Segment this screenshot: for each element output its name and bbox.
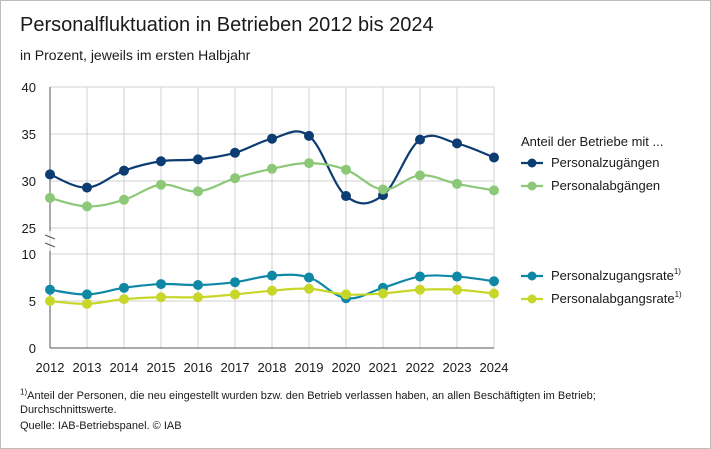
footnote-marker: 1) <box>20 387 28 397</box>
x-tick-label: 2022 <box>406 360 435 375</box>
y-tick-label: 25 <box>22 221 36 236</box>
data-point <box>489 185 499 196</box>
legend-note-marker: 1) <box>675 290 682 299</box>
data-point <box>45 296 55 306</box>
data-point <box>415 271 425 282</box>
y-tick-label: 40 <box>22 80 36 95</box>
legend-marker <box>527 181 537 191</box>
legend-entry: Personalabgängen <box>551 178 660 193</box>
x-tick-label: 2013 <box>73 360 102 375</box>
x-tick-label: 2012 <box>36 360 65 375</box>
series-layer <box>45 130 499 309</box>
axis-layer: 25 30 35 40 0 5 10 2012 2013 2014 2015 2016 2017 2018… <box>22 80 509 375</box>
legend-layer: Anteil der Betriebe mit ... Personalzugän… <box>521 134 682 306</box>
legend-entry: Personalabgangsrate1) <box>551 290 682 306</box>
data-point <box>415 284 425 295</box>
data-point <box>304 158 314 169</box>
data-point <box>82 182 92 193</box>
data-point <box>230 147 240 158</box>
data-point <box>489 288 499 299</box>
data-point <box>341 289 351 300</box>
data-point <box>452 284 462 295</box>
footnote: 1)Anteil der Personen, die neu eingestel… <box>20 387 680 417</box>
data-point <box>230 173 240 184</box>
data-point <box>267 285 277 296</box>
x-tick-label: 2024 <box>480 360 509 375</box>
grid-layer <box>49 86 495 349</box>
data-point <box>193 154 203 165</box>
data-point <box>193 186 203 197</box>
data-point <box>304 272 314 283</box>
data-point <box>45 169 55 180</box>
data-point <box>45 284 55 295</box>
legend-marker <box>527 271 537 281</box>
legend-marker <box>527 158 537 168</box>
data-point <box>415 170 425 181</box>
data-point <box>304 283 314 294</box>
data-point <box>489 276 499 287</box>
y-tick-label: 10 <box>22 247 36 262</box>
data-point <box>452 138 462 149</box>
data-point <box>341 164 351 175</box>
data-point <box>193 280 203 291</box>
data-point <box>489 152 499 163</box>
x-tick-label: 2017 <box>221 360 250 375</box>
axis-break-icon <box>44 234 56 248</box>
data-point <box>267 270 277 281</box>
footnote-text: Anteil der Personen, die neu eingestellt… <box>20 390 596 416</box>
chart-title: Personalfluktuation in Betrieben 2012 bi… <box>20 14 434 36</box>
legend-heading: Anteil der Betriebe mit ... <box>521 134 663 149</box>
data-point <box>452 271 462 282</box>
data-point <box>119 294 129 305</box>
data-point <box>119 194 129 205</box>
data-point <box>415 134 425 145</box>
x-tick-label: 2019 <box>295 360 324 375</box>
data-point <box>119 165 129 176</box>
data-point <box>304 130 314 141</box>
data-point <box>452 178 462 189</box>
y-tick-label: 35 <box>22 127 36 142</box>
data-point <box>230 289 240 300</box>
legend-entry: Personalzugängen <box>551 155 659 170</box>
data-point <box>156 179 166 190</box>
data-point <box>267 163 277 174</box>
x-tick-label: 2018 <box>258 360 287 375</box>
y-tick-label: 0 <box>29 341 36 356</box>
legend-note-marker: 1) <box>674 267 681 276</box>
data-point <box>156 292 166 303</box>
x-tick-label: 2014 <box>110 360 139 375</box>
data-point <box>82 298 92 309</box>
data-point <box>378 184 388 195</box>
data-point <box>45 192 55 203</box>
source-note: Quelle: IAB-Betriebspanel. © IAB <box>20 420 182 432</box>
data-point <box>193 292 203 303</box>
x-tick-label: 2020 <box>332 360 361 375</box>
legend-entry: Personalzugangsrate1) <box>551 267 681 283</box>
data-point <box>82 289 92 300</box>
y-tick-label: 5 <box>29 294 36 309</box>
chart-subtitle: in Prozent, jeweils im ersten Halbjahr <box>20 47 251 63</box>
data-point <box>378 288 388 299</box>
data-point <box>230 277 240 288</box>
x-tick-label: 2016 <box>184 360 213 375</box>
x-tick-label: 2021 <box>369 360 398 375</box>
data-point <box>156 279 166 290</box>
x-tick-label: 2023 <box>443 360 472 375</box>
data-point <box>119 282 129 293</box>
data-point <box>341 191 351 202</box>
data-point <box>156 156 166 167</box>
legend-marker <box>527 294 537 304</box>
data-point <box>82 201 92 212</box>
y-tick-label: 30 <box>22 174 36 189</box>
x-tick-label: 2015 <box>147 360 176 375</box>
data-point <box>267 133 277 144</box>
